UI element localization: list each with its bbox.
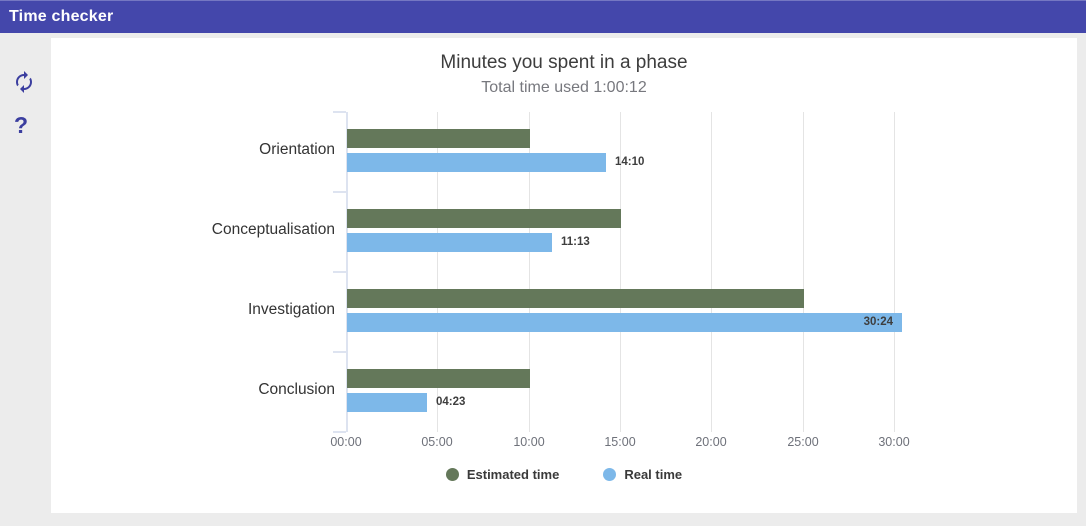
y-axis-line: [346, 112, 348, 432]
legend-swatch-icon: [445, 468, 459, 481]
legend-swatch-icon: [603, 468, 617, 481]
bar-estimated-time: [347, 209, 621, 228]
bar-value-label: 14:10: [615, 156, 645, 168]
gridline: [620, 112, 621, 432]
gridline: [894, 112, 895, 432]
y-axis-tick: [333, 111, 346, 113]
refresh-button[interactable]: [12, 70, 36, 94]
bar-estimated-time: [347, 289, 804, 308]
x-axis-tick-label: 25:00: [787, 435, 819, 449]
bar-value-label: 04:23: [436, 396, 466, 408]
bar-real-time: [347, 313, 902, 332]
gridline: [711, 112, 712, 432]
legend-label: Estimated time: [466, 467, 560, 482]
bar-value-label: 30:24: [863, 316, 893, 328]
y-axis-tick: [333, 271, 346, 273]
legend: Estimated time Real time: [51, 467, 1077, 482]
app-header: Time checker: [0, 0, 1086, 33]
app-title: Time checker: [9, 8, 114, 25]
gridline: [529, 112, 530, 432]
bar-real-time: [347, 393, 427, 412]
x-axis-tick-label: 20:00: [695, 435, 727, 449]
category-label: Orientation: [259, 141, 335, 158]
legend-label: Real time: [624, 467, 683, 482]
chart-card: Minutes you spent in a phase Total time …: [51, 38, 1077, 513]
gridline: [437, 112, 438, 432]
chart-title: Minutes you spent in a phase: [440, 52, 688, 73]
x-axis-tick-label: 30:00: [878, 435, 910, 449]
bar-value-label: 11:13: [561, 236, 590, 248]
legend-item: Real time: [603, 467, 682, 482]
y-axis-tick: [333, 431, 346, 433]
category-label: Conceptualisation: [211, 221, 335, 238]
help-button[interactable]: ?: [14, 114, 28, 137]
plot-area: 00:00 05:00 10:00 15:00 20:00 25:00 30:00 Orien…: [51, 38, 1077, 513]
bar-real-time: [347, 153, 606, 172]
category-label: Investigation: [247, 301, 335, 318]
legend-item: Estimated time: [445, 467, 560, 482]
bar-estimated-time: [347, 129, 530, 148]
question-mark-icon: ?: [14, 112, 29, 138]
chart-subtitle: Total time used 1:00:12: [481, 79, 647, 96]
gridline: [803, 112, 804, 432]
x-axis-tick-label: 05:00: [421, 435, 453, 449]
y-axis-tick: [333, 351, 346, 353]
y-axis-tick: [333, 191, 346, 193]
bar-estimated-time: [347, 369, 530, 388]
category-label: Conclusion: [258, 381, 335, 398]
refresh-icon: [12, 71, 36, 97]
x-axis-tick-label: 10:00: [513, 435, 545, 449]
bar-real-time: [347, 233, 552, 252]
x-axis-tick-label: 15:00: [604, 435, 636, 449]
x-axis-tick-label: 00:00: [330, 435, 362, 449]
